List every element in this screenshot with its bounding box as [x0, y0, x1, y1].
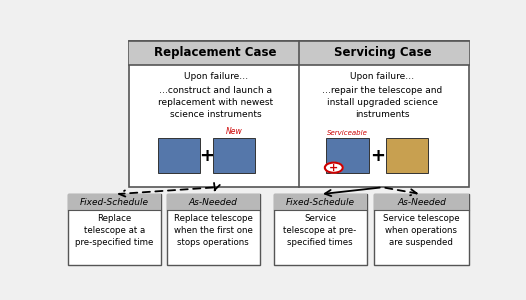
- Text: Upon failure…: Upon failure…: [350, 72, 414, 81]
- Bar: [373, 194, 469, 265]
- Text: …construct and launch a
replacement with newest
science instruments: …construct and launch a replacement with…: [158, 86, 274, 119]
- Text: Fixed-Schedule: Fixed-Schedule: [286, 198, 355, 207]
- Text: Fixed-Schedule: Fixed-Schedule: [80, 198, 149, 207]
- Text: As-Needed: As-Needed: [397, 198, 446, 207]
- Text: New: New: [226, 128, 242, 136]
- Circle shape: [325, 163, 343, 173]
- Bar: [68, 194, 161, 210]
- Bar: [129, 40, 469, 187]
- Bar: [167, 194, 260, 210]
- Bar: [158, 138, 200, 173]
- Text: Upon failure…: Upon failure…: [184, 72, 248, 81]
- Bar: [68, 194, 161, 265]
- Text: Replace
telescope at a
pre-specified time: Replace telescope at a pre-specified tim…: [75, 214, 154, 247]
- Text: +: +: [199, 146, 214, 164]
- Bar: [129, 40, 469, 65]
- Text: As-Needed: As-Needed: [189, 198, 238, 207]
- Text: +: +: [329, 163, 338, 173]
- Text: Replace telescope
when the first one
stops operations: Replace telescope when the first one sto…: [174, 214, 253, 247]
- Text: Replacement Case: Replacement Case: [155, 46, 277, 59]
- Text: …repair the telescope and
install upgraded science
instruments: …repair the telescope and install upgrad…: [322, 86, 443, 119]
- Bar: [213, 138, 256, 173]
- Text: Serviceable: Serviceable: [328, 130, 368, 136]
- Bar: [386, 138, 428, 173]
- Text: Servicing Case: Servicing Case: [333, 46, 431, 59]
- Bar: [274, 194, 367, 265]
- Bar: [327, 138, 369, 173]
- Text: Service telescope
when operations
are suspended: Service telescope when operations are su…: [383, 214, 460, 247]
- Bar: [167, 194, 260, 265]
- Bar: [373, 194, 469, 210]
- Bar: [274, 194, 367, 210]
- Text: +: +: [370, 146, 385, 164]
- Text: Service
telescope at pre-
specified times: Service telescope at pre- specified time…: [284, 214, 357, 247]
